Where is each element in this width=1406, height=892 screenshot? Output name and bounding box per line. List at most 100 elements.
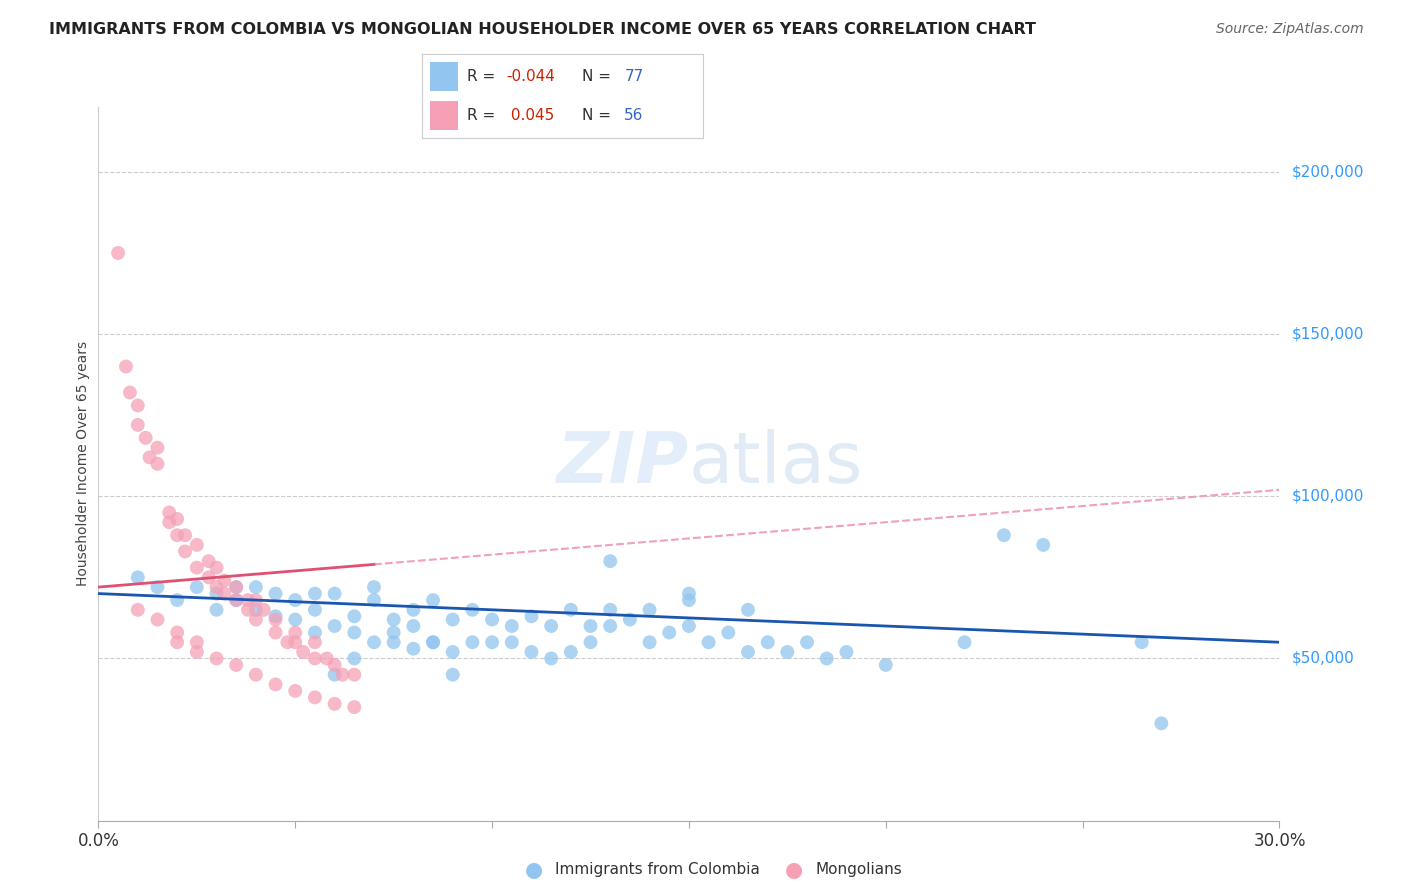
Point [264,609,287,624]
Text: $50,000: $50,000 [1291,651,1354,666]
Point [323,619,346,633]
Text: atlas: atlas [689,429,863,499]
Point [304,586,326,600]
Point [157,506,180,520]
Text: Source: ZipAtlas.com: Source: ZipAtlas.com [1216,22,1364,37]
Point [205,651,228,665]
Point [540,619,562,633]
Point [225,580,247,594]
Point [501,619,523,633]
Point [441,645,464,659]
Text: N =: N = [582,108,616,123]
Point [638,603,661,617]
Point [284,593,307,607]
Point [678,593,700,607]
Point [118,385,141,400]
Point [284,684,307,698]
Point [284,635,307,649]
Point [363,580,385,594]
Point [422,635,444,649]
Point [737,645,759,659]
Point [245,580,267,594]
Point [461,635,484,649]
Point [264,586,287,600]
Point [264,613,287,627]
Point [225,657,247,672]
Point [245,603,267,617]
Point [343,609,366,624]
Point [214,586,236,600]
Point [461,603,484,617]
Point [205,580,228,594]
Point [186,645,208,659]
Point [993,528,1015,542]
Text: ZIP: ZIP [557,429,689,499]
Text: IMMIGRANTS FROM COLOMBIA VS MONGOLIAN HOUSEHOLDER INCOME OVER 65 YEARS CORRELATI: IMMIGRANTS FROM COLOMBIA VS MONGOLIAN HO… [49,22,1036,37]
Point [166,635,188,649]
Text: R =: R = [467,108,501,123]
Point [304,603,326,617]
Point [599,603,621,617]
Point [186,560,208,574]
Point [304,625,326,640]
Point [304,690,326,705]
Point [697,635,720,649]
Point [166,512,188,526]
Point [214,574,236,588]
Point [166,625,188,640]
Point [540,651,562,665]
Point [717,625,740,640]
Point [382,635,405,649]
Text: N =: N = [582,69,616,84]
Point [186,538,208,552]
Point [422,593,444,607]
Point [127,570,149,584]
Point [1130,635,1153,649]
Text: Mongolians: Mongolians [815,863,903,877]
Text: ●: ● [786,860,803,880]
Point [343,700,366,714]
Text: $200,000: $200,000 [1291,164,1364,179]
Point [186,635,208,649]
Point [441,613,464,627]
Point [363,593,385,607]
Point [343,667,366,681]
Point [264,625,287,640]
Point [678,619,700,633]
Point [422,635,444,649]
Point [225,580,247,594]
Point [323,667,346,681]
Point [245,593,267,607]
Point [343,625,366,640]
Point [323,657,346,672]
Point [776,645,799,659]
Point [284,613,307,627]
Text: ●: ● [526,860,543,880]
Text: 77: 77 [624,69,644,84]
Point [157,515,180,529]
Point [186,580,208,594]
Point [658,625,681,640]
Point [678,586,700,600]
Point [127,603,149,617]
Point [402,603,425,617]
Point [343,651,366,665]
Point [146,457,169,471]
Point [236,593,259,607]
Point [304,651,326,665]
Point [560,645,582,659]
Point [304,635,326,649]
Point [382,625,405,640]
Point [245,667,267,681]
Point [579,619,602,633]
Point [638,635,661,649]
Point [138,450,160,465]
Point [205,560,228,574]
Point [245,613,267,627]
Point [402,641,425,656]
Point [875,657,897,672]
Point [107,246,129,260]
Text: $100,000: $100,000 [1291,489,1364,504]
Point [520,645,543,659]
Point [737,603,759,617]
